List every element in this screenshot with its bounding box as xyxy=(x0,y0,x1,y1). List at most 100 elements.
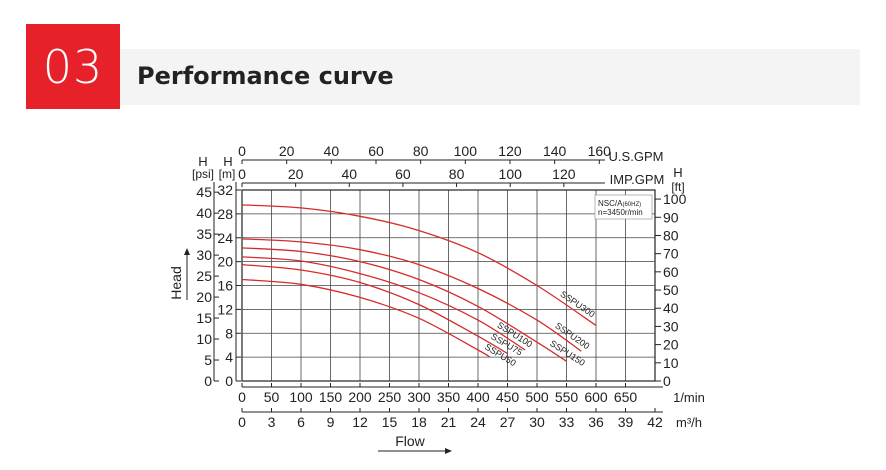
m-tick-label: 32 xyxy=(217,182,233,198)
usgpm-tick-label: 140 xyxy=(543,143,567,159)
m-tick-label: 16 xyxy=(217,278,233,294)
ft-tick-label: 40 xyxy=(663,300,679,316)
usgpm-tick-label: 60 xyxy=(368,143,384,159)
m-unit-h: H xyxy=(223,154,232,169)
m3h-tick-label: 30 xyxy=(529,414,545,430)
lmin-unit-label: 1/min xyxy=(673,390,705,405)
flow-arrow-head xyxy=(445,448,452,454)
lmin-tick-label: 550 xyxy=(555,389,579,405)
curve-sspu75 xyxy=(241,263,508,355)
psi-tick-label: 35 xyxy=(196,226,212,242)
lmin-tick-label: 500 xyxy=(525,389,549,405)
m3h-tick-label: 9 xyxy=(327,414,335,430)
m3h-tick-label: 6 xyxy=(297,414,305,430)
usgpm-tick-label: 100 xyxy=(454,143,478,159)
curve-sspu100 xyxy=(241,256,526,351)
m-tick-label: 4 xyxy=(225,349,233,365)
section-title: Performance curve xyxy=(137,62,394,90)
m3h-tick-label: 33 xyxy=(559,414,575,430)
usgpm-tick-label: 80 xyxy=(413,143,429,159)
m-tick-label: 0 xyxy=(225,373,233,389)
m-tick-label: 12 xyxy=(217,301,233,317)
m3h-tick-label: 0 xyxy=(238,414,246,430)
lmin-tick-label: 50 xyxy=(264,389,280,405)
impgpm-tick-label: 80 xyxy=(449,166,465,182)
impgpm-tick-label: 100 xyxy=(499,166,523,182)
m3h-tick-label: 42 xyxy=(647,414,663,430)
usgpm-tick-label: 160 xyxy=(588,143,612,159)
legend-line1-small: (60HZ) xyxy=(622,202,641,208)
m-tick-label: 20 xyxy=(217,254,233,270)
m-unit-label: [m] xyxy=(219,167,236,181)
impgpm-tick-label: 0 xyxy=(238,166,246,182)
m3h-tick-label: 3 xyxy=(268,414,276,430)
ft-tick-label: 80 xyxy=(663,227,679,243)
ft-unit-label: [ft] xyxy=(671,180,684,194)
ft-unit-h: H xyxy=(673,165,682,180)
psi-unit-label: [psi] xyxy=(192,167,214,181)
ft-tick-label: 70 xyxy=(663,246,679,262)
psi-tick-label: 10 xyxy=(196,331,212,347)
lmin-tick-label: 100 xyxy=(289,389,313,405)
ft-tick-label: 30 xyxy=(663,318,679,334)
m3h-tick-label: 15 xyxy=(382,414,398,430)
m-tick-label: 8 xyxy=(225,325,233,341)
impgpm-tick-label: 60 xyxy=(395,166,411,182)
head-axis-label: Head xyxy=(168,266,184,299)
chart-curves xyxy=(241,204,597,362)
m3h-tick-label: 39 xyxy=(618,414,634,430)
legend-box xyxy=(594,194,653,220)
m3h-tick-label: 24 xyxy=(470,414,486,430)
head-arrow-head xyxy=(184,248,190,255)
psi-tick-label: 20 xyxy=(196,289,212,305)
usgpm-tick-label: 40 xyxy=(324,143,340,159)
lmin-tick-label: 600 xyxy=(584,389,608,405)
curve-sspu150 xyxy=(241,247,567,362)
impgpm-tick-label: 20 xyxy=(288,166,304,182)
section-number-badge: 03 xyxy=(26,24,120,109)
psi-tick-label: 5 xyxy=(204,352,212,368)
ft-tick-label: 90 xyxy=(663,209,679,225)
ft-tick-label: 100 xyxy=(663,191,687,207)
impgpm-tick-label: 40 xyxy=(341,166,357,182)
ft-tick-label: 0 xyxy=(663,373,671,389)
ft-tick-label: 20 xyxy=(663,337,679,353)
legend-line2: n=3450r/min xyxy=(598,208,643,217)
chart-ticks: 0481216202428320510152025303540450102030… xyxy=(196,143,686,430)
m3h-tick-label: 18 xyxy=(411,414,427,430)
impgpm-unit-label: IMP.GPM xyxy=(610,172,665,187)
usgpm-tick-label: 120 xyxy=(498,143,522,159)
lmin-tick-label: 0 xyxy=(238,389,246,405)
psi-tick-label: 30 xyxy=(196,247,212,263)
usgpm-tick-label: 20 xyxy=(279,143,295,159)
m-tick-label: 28 xyxy=(217,206,233,222)
lmin-tick-label: 150 xyxy=(319,389,343,405)
psi-unit-h: H xyxy=(198,154,207,169)
m3h-tick-label: 27 xyxy=(500,414,516,430)
psi-tick-label: 40 xyxy=(196,205,212,221)
lmin-tick-label: 400 xyxy=(466,389,490,405)
ft-tick-label: 60 xyxy=(663,264,679,280)
lmin-tick-label: 350 xyxy=(437,389,461,405)
flow-axis-label: Flow xyxy=(395,433,425,449)
chart-axes xyxy=(213,159,663,413)
lmin-tick-label: 250 xyxy=(378,389,402,405)
m3h-tick-label: 21 xyxy=(441,414,457,430)
curve-sspu300 xyxy=(241,204,597,327)
m3h-tick-label: 36 xyxy=(588,414,604,430)
impgpm-tick-label: 120 xyxy=(552,166,576,182)
usgpm-tick-label: 0 xyxy=(238,143,246,159)
header-bar xyxy=(120,49,860,105)
curve-sspu200 xyxy=(241,238,582,352)
psi-tick-label: 15 xyxy=(196,310,212,326)
lmin-tick-label: 450 xyxy=(496,389,520,405)
chart-grid xyxy=(241,189,656,382)
usgpm-unit-label: U.S.GPM xyxy=(609,149,664,164)
psi-tick-label: 25 xyxy=(196,268,212,284)
psi-tick-label: 0 xyxy=(204,373,212,389)
curve-sspu50 xyxy=(241,278,491,358)
m3h-unit-label: m³/h xyxy=(676,415,702,430)
lmin-tick-label: 200 xyxy=(348,389,372,405)
psi-tick-label: 45 xyxy=(196,184,212,200)
